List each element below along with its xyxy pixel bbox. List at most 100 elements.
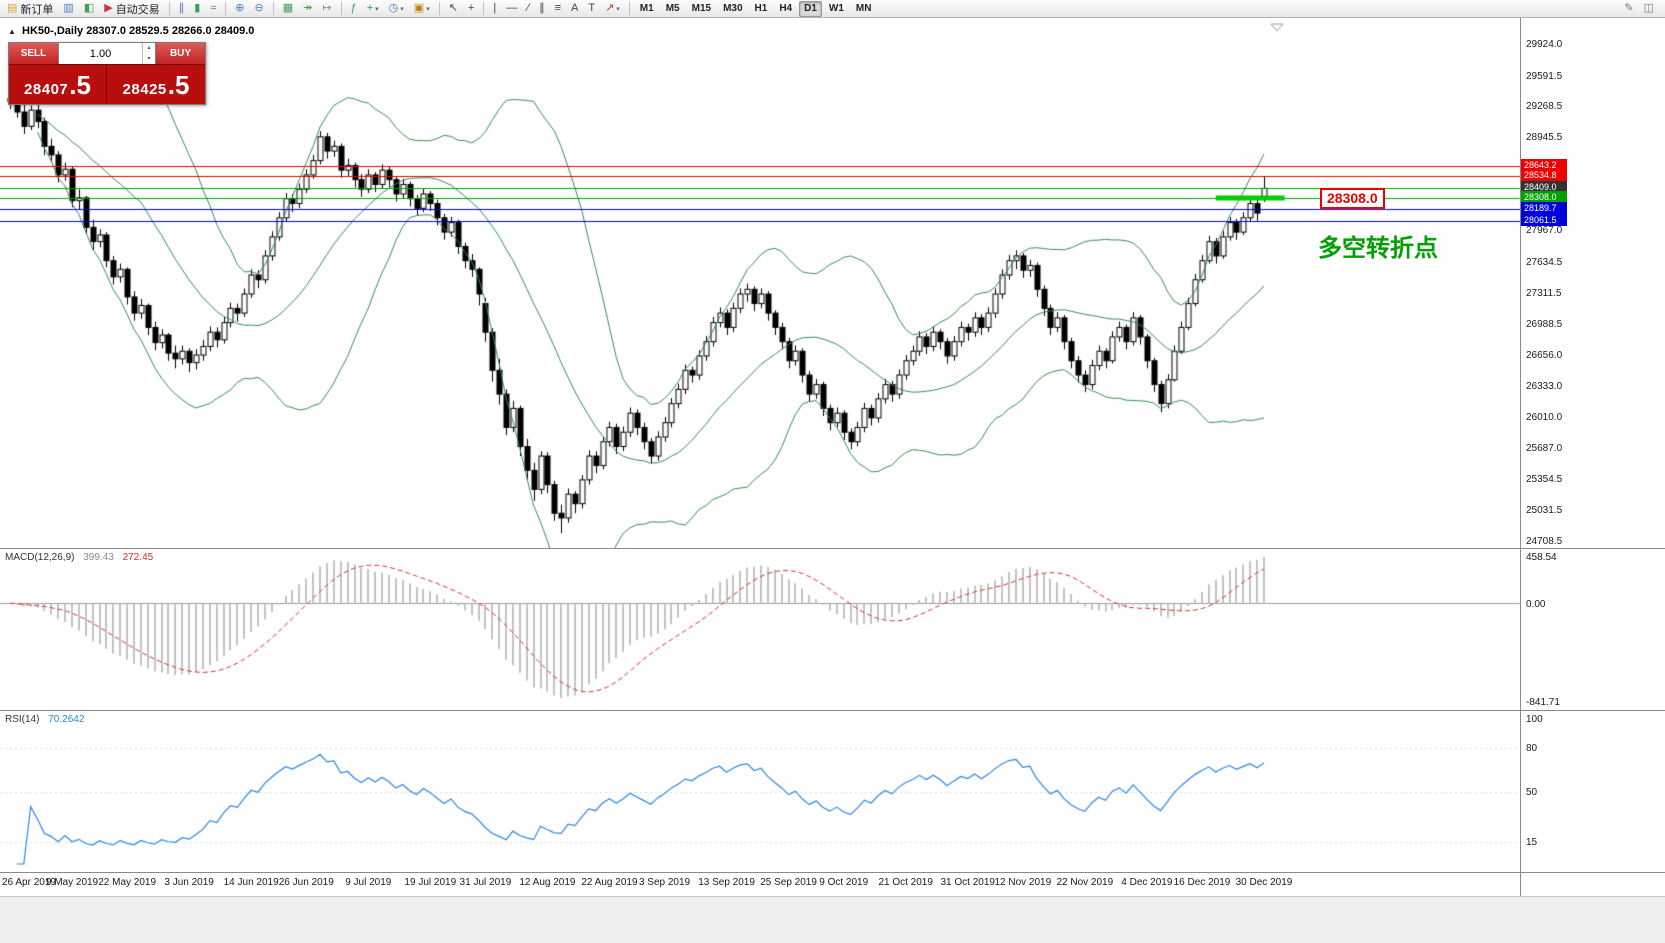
arrows-tool-button[interactable]: ↗ ▾ [601, 1, 624, 17]
zoom-in-icon: ⊕ [235, 2, 245, 14]
volume-value[interactable]: 1.00 [89, 47, 112, 60]
price-axis-label: 25031.5 [1526, 505, 1563, 517]
trendline-button[interactable]: ∕ [523, 1, 533, 17]
timeframe-w1-button[interactable]: W1 [824, 1, 849, 17]
turning-point-label[interactable]: 多空转折点 [1318, 235, 1438, 262]
crosshair-button[interactable]: + [464, 1, 478, 17]
new-order-label: 新订单 [20, 3, 54, 16]
horizontal-line-icon: — [506, 2, 518, 14]
add-indicator-button[interactable]: + ▾ [363, 1, 383, 17]
timeframe-h1-button[interactable]: H1 [750, 1, 773, 17]
draw-pencil-icon: ✎ [1624, 2, 1634, 14]
auto-scroll-button[interactable]: ↠ [299, 1, 316, 17]
market-watch-button[interactable]: ▥ [59, 1, 77, 17]
zoom-out-button[interactable]: ⊖ [251, 1, 268, 17]
date-axis-label: 13 Sep 2019 [698, 877, 755, 888]
toolbar-separator [225, 2, 227, 15]
line-chart-mode-icon: ≈ [210, 2, 217, 14]
auto-trading-button[interactable]: ▶ 自动交易 [100, 1, 163, 17]
timeframe-m1-button[interactable]: M1 [635, 1, 659, 17]
zoom-in-button[interactable]: ⊕ [231, 1, 248, 17]
buy-button[interactable]: BUY [156, 43, 205, 64]
date-axis-label: 31 Oct 2019 [940, 877, 995, 888]
templates-button[interactable]: ▣ ▾ [410, 1, 434, 17]
rsi-canvas[interactable] [0, 711, 1665, 872]
date-axis-label: 9 Oct 2019 [819, 877, 869, 888]
rsi-level-label: 50 [1526, 786, 1538, 798]
toolbar-separator [340, 2, 342, 15]
rsi-header: RSI(14) 70.2642 [5, 714, 84, 725]
one-click-collapse-toggle[interactable]: ▲ [8, 27, 16, 36]
sell-price-main: 28407 [24, 81, 69, 98]
timeframe-m15-button[interactable]: M15 [687, 1, 716, 17]
line-chart-mode-button[interactable]: ≈ [206, 1, 220, 17]
vertical-line-button[interactable]: | [489, 1, 500, 17]
price-axis-label: 29924.0 [1526, 39, 1563, 50]
price-chart-canvas[interactable] [0, 18, 1665, 548]
tile-windows-button[interactable]: ▦ [279, 1, 297, 17]
timeframe-m30-button[interactable]: M30 [718, 1, 747, 17]
timeframe-m15-label: M15 [691, 3, 712, 14]
rsi-panel [0, 710, 1665, 872]
price-axis-label: 28945.5 [1526, 132, 1563, 144]
add-indicator-caret-icon: ▾ [375, 5, 379, 13]
text-label-tool-button[interactable]: T [584, 1, 599, 17]
macd-scale-max: 458.54 [1526, 552, 1557, 563]
toolbar-separator [438, 2, 440, 15]
buy-price-display[interactable]: 28425 .5 [107, 65, 205, 104]
price-axis-border[interactable] [1520, 18, 1521, 896]
macd-scale-min: -841.71 [1526, 697, 1560, 708]
equidistant-channel-button[interactable]: ∥ [535, 1, 549, 17]
new-order-button[interactable]: ▤ 新订单 [3, 1, 57, 17]
fibonacci-retracement-button[interactable]: ≡ [551, 1, 565, 17]
date-axis-label: 30 Dec 2019 [1235, 877, 1293, 888]
market-watch-icon: ▥ [63, 2, 74, 14]
timeframe-m30-label: M30 [723, 3, 743, 14]
cursor-button[interactable]: ↖ [445, 1, 462, 17]
indicators-button[interactable]: ƒ [347, 1, 361, 17]
timeframe-mn-button[interactable]: MN [851, 1, 877, 17]
spin-up-icon[interactable]: ▴ [147, 45, 151, 52]
macd-header: MACD(12,26,9) 399.43 272.45 [5, 552, 153, 563]
macd-main-value: 399.43 [83, 552, 114, 563]
timeframe-h4-button[interactable]: H4 [774, 1, 797, 17]
macd-scale-zero: 0.00 [1526, 598, 1546, 610]
spin-down-icon[interactable]: ▾ [147, 55, 151, 62]
volume-stepper[interactable]: 1.00 ▴ ▾ [58, 43, 156, 64]
arrows-tool-icon: ↗ [605, 2, 615, 14]
date-axis-label: 12 Aug 2019 [519, 877, 576, 888]
text-tool-button[interactable]: A [567, 1, 582, 17]
candlestick-mode-button[interactable]: ▮ [190, 1, 204, 17]
price-axis-label: 27311.5 [1526, 287, 1562, 299]
candlestick-mode-icon: ▮ [194, 2, 201, 14]
bar-chart-mode-icon: ∥ [178, 2, 185, 14]
tile-windows-icon: ▦ [282, 2, 294, 14]
timeframe-m5-button[interactable]: M5 [661, 1, 685, 17]
toolbar-separator [272, 2, 274, 15]
date-axis-label: 26 Jun 2019 [278, 877, 334, 888]
timeframe-d1-button[interactable]: D1 [799, 0, 822, 17]
navigator-button[interactable]: ◧ [80, 1, 98, 17]
periods-icon: ◷ [388, 2, 399, 14]
chart-shift-button[interactable]: ↦ [318, 1, 335, 17]
window-layout-button[interactable]: ◫ [1640, 1, 1658, 17]
periods-button[interactable]: ◷ ▾ [385, 1, 408, 17]
price-callout[interactable]: 28308.0 [1320, 188, 1385, 209]
macd-canvas[interactable] [0, 549, 1665, 710]
bar-chart-mode-button[interactable]: ∥ [175, 1, 189, 17]
date-axis-label: 22 Aug 2019 [581, 877, 638, 888]
sell-button[interactable]: SELL [9, 43, 58, 64]
new-order-icon: ▤ [7, 2, 18, 14]
volume-spinner[interactable]: ▴ ▾ [142, 43, 155, 64]
macd-name: MACD(12,26,9) [5, 552, 75, 563]
macd-panel [0, 548, 1665, 710]
date-axis-label: 22 May 2019 [98, 877, 157, 888]
sell-price-display[interactable]: 28407 .5 [9, 65, 107, 104]
date-axis[interactable] [0, 872, 1665, 896]
one-click-trading-panel: SELL 1.00 ▴ ▾ BUY 28407 .5 28425 .5 [8, 42, 206, 105]
timeframe-m5-label: M5 [665, 3, 680, 14]
timeframe-d1-label: D1 [804, 3, 817, 14]
date-axis-label: 19 Jul 2019 [404, 877, 457, 888]
draw-pencil-button[interactable]: ✎ [1620, 1, 1637, 17]
horizontal-line-button[interactable]: — [502, 1, 521, 17]
